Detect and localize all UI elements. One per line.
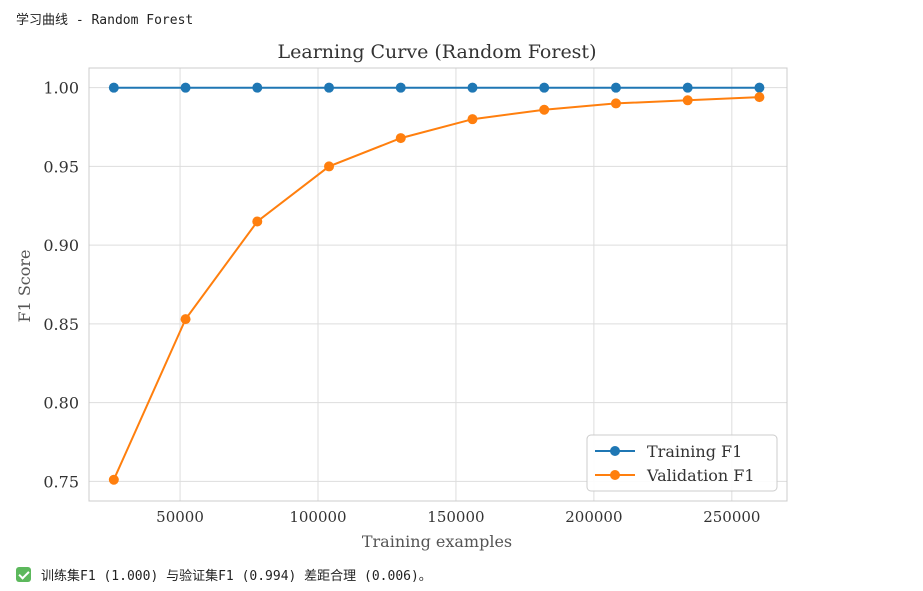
plot-frame [88,67,788,502]
training-f1-point [754,82,765,93]
training-f1-point [180,82,191,93]
chart-title: Learning Curve (Random Forest) [278,41,597,63]
validation-f1-point [754,92,765,103]
validation-f1-point [539,104,550,115]
learning-curve-chart: 50000 100000 150000 200000 250000 0.75 0.80 0.8… [0,30,923,560]
y-tick-label: 1.00 [43,79,79,98]
check-icon [16,567,31,582]
x-tick-label: 200000 [565,508,622,526]
training-f1-point [610,82,621,93]
x-tick-label: 250000 [703,508,760,526]
status-message: 训练集F1 (1.000) 与验证集F1 (0.994) 差距合理 (0.006… [16,565,432,584]
training-f1-point [395,82,406,93]
y-tick-label: 0.90 [43,236,79,255]
validation-f1-point [108,474,119,485]
tick-layer: 50000 100000 150000 200000 250000 0.75 0.80 0.8… [43,79,760,526]
legend: Training F1 Validation F1 [586,434,778,492]
training-f1-point [467,82,478,93]
training-f1-point [539,82,550,93]
legend-marker-validation-f1 [610,470,620,480]
y-tick-label: 0.85 [43,315,79,334]
legend-box [586,434,778,492]
legend-marker-training-f1 [610,446,620,456]
validation-f1-point [467,114,478,125]
x-tick-label: 150000 [427,508,484,526]
validation-f1-point [395,133,406,144]
y-axis-label: F1 Score [15,249,34,322]
legend-label-validation-f1: Validation F1 [646,466,755,485]
validation-f1-point [610,98,621,109]
y-tick-label: 0.80 [43,394,79,413]
training-f1-point [324,82,335,93]
status-text: 训练集F1 (1.000) 与验证集F1 (0.994) 差距合理 (0.006… [41,569,432,584]
validation-f1-point [252,216,263,227]
x-tick-label: 50000 [156,508,204,526]
y-tick-label: 0.75 [43,472,79,491]
chart-svg: 50000 100000 150000 200000 250000 0.75 0.80 0.8… [15,41,788,551]
x-tick-label: 100000 [289,508,346,526]
training-f1-point [108,82,119,93]
legend-label-training-f1: Training F1 [647,442,742,461]
training-f1-point [682,82,693,93]
page-title: 学习曲线 - Random Forest [16,13,194,28]
validation-f1-point [324,161,335,172]
y-tick-label: 0.95 [43,157,79,176]
validation-f1-point [682,95,693,106]
series-layer [108,82,765,485]
x-axis-label: Training examples [362,532,512,551]
validation-f1-line [112,96,760,481]
validation-f1-point [180,314,191,325]
training-f1-point [252,82,263,93]
